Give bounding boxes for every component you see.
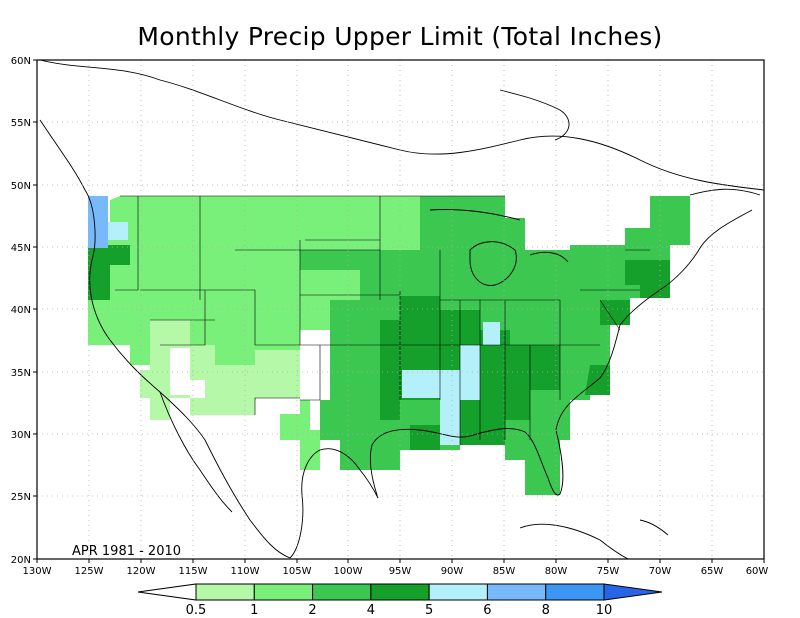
lat-label-35n: 35N xyxy=(11,368,31,379)
lon-label-85w: 85W xyxy=(493,566,516,577)
lat-label-50n: 50N xyxy=(11,181,31,192)
colorbar-level-label: 2 xyxy=(308,603,316,618)
lat-label-60n: 60N xyxy=(11,56,31,67)
lat-label-30n: 30N xyxy=(11,430,31,441)
colorbar-box xyxy=(195,583,255,601)
precip-region-6to8 xyxy=(88,196,108,248)
lon-label-115w: 115W xyxy=(179,566,208,577)
lon-label-100w: 100W xyxy=(334,566,363,577)
lon-axis xyxy=(36,559,765,563)
lon-label-95w: 95W xyxy=(389,566,412,577)
colorbar-box xyxy=(545,583,605,601)
colorbar-level-label: 0.5 xyxy=(186,603,207,618)
lon-label-70w: 70W xyxy=(649,566,672,577)
precip-region-5to6-nw xyxy=(108,222,128,240)
period-label: APR 1981 - 2010 xyxy=(72,544,181,559)
precip-region-4to5 xyxy=(88,245,670,450)
lat-label-25n: 25N xyxy=(11,492,31,503)
colorbar: 0.5 1 2 4 5 6 8 10 xyxy=(137,583,663,618)
lon-label-65w: 65W xyxy=(701,566,724,577)
lon-label-60w: 60W xyxy=(746,566,769,577)
colorbar-level-label: 1 xyxy=(250,603,258,618)
colorbar-level-label: 8 xyxy=(542,603,550,618)
lon-label-125w: 125W xyxy=(75,566,104,577)
graticule xyxy=(37,60,764,559)
colorbar-box xyxy=(486,583,547,601)
lon-label-110w: 110W xyxy=(231,566,260,577)
colorbar-level-label: 4 xyxy=(367,603,375,618)
lon-label-75w: 75W xyxy=(597,566,620,577)
lon-label-90w: 90W xyxy=(441,566,464,577)
precip-shading xyxy=(88,196,690,495)
lat-label-45n: 45N xyxy=(11,243,31,254)
colorbar-box xyxy=(370,583,430,601)
lat-label-55n: 55N xyxy=(11,118,31,129)
lon-label-105w: 105W xyxy=(283,566,312,577)
colorbar-end-low xyxy=(137,583,197,601)
precip-region-5to6 xyxy=(402,322,500,445)
colorbar-level-label: 6 xyxy=(483,603,491,618)
lat-label-20n: 20N xyxy=(11,555,31,566)
colorbar-box xyxy=(312,583,372,601)
lon-label-80w: 80W xyxy=(545,566,568,577)
lon-label-120w: 120W xyxy=(127,566,156,577)
lon-label-130w: 130W xyxy=(23,566,52,577)
map-title: Monthly Precip Upper Limit (Total Inches… xyxy=(137,22,663,51)
colorbar-level-label: 10 xyxy=(596,603,613,618)
lat-axis xyxy=(33,59,37,560)
colorbar-box xyxy=(253,583,314,601)
colorbar-level-label: 5 xyxy=(425,603,433,618)
lat-label-40n: 40N xyxy=(11,305,31,316)
precip-region-below-0.5 xyxy=(170,348,300,414)
colorbar-box xyxy=(428,583,488,601)
colorbar-end-high xyxy=(603,583,663,601)
